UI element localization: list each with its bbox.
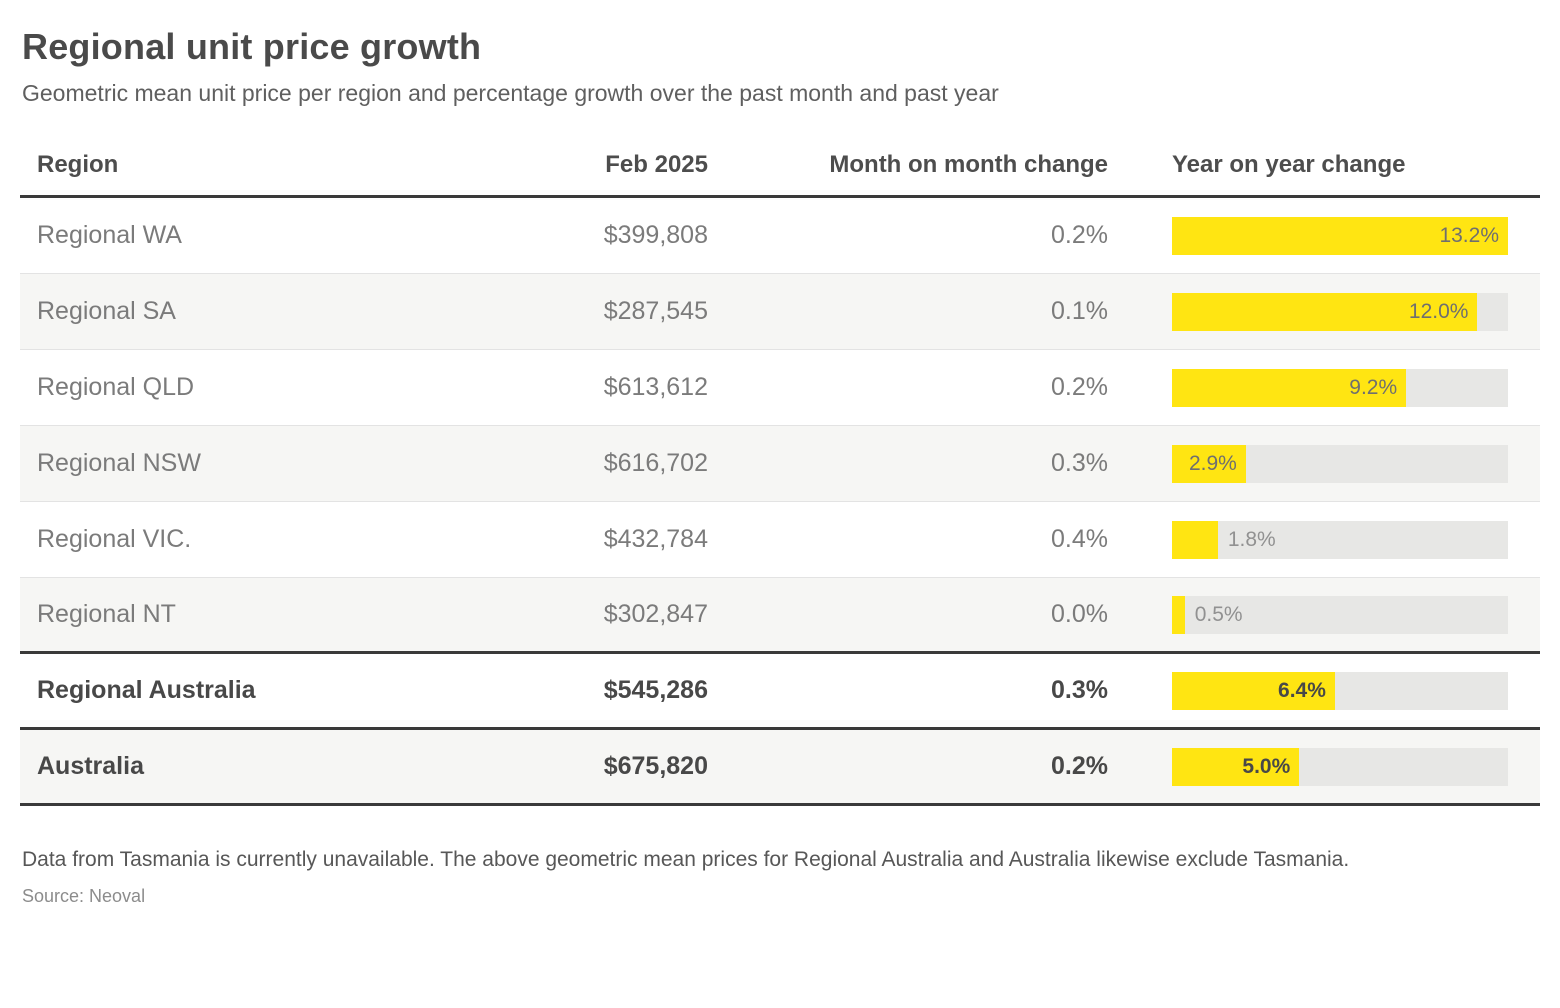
yoy-bar-cell: 1.8% (1108, 520, 1540, 559)
region-label: Regional Australia (37, 676, 256, 704)
mom-value: 0.3% (1051, 449, 1108, 477)
region-label: Regional NSW (37, 449, 201, 477)
yoy-bar-label: 12.0% (1408, 299, 1469, 323)
region-label: Regional WA (37, 221, 182, 249)
price-value: $287,545 (603, 297, 708, 325)
table-row: Australia $675,820 0.2% 5.0% (20, 730, 1540, 806)
table-row: Regional NT $302,847 0.0% 0.5% (20, 578, 1540, 654)
unit-price-table: Region Feb 2025 Month on month change Ye… (20, 151, 1540, 806)
page: Regional unit price growth Geometric mea… (20, 26, 1540, 907)
price-value: $616,702 (603, 449, 708, 477)
column-header-year-on-year: Year on year change (1172, 151, 1406, 178)
yoy-bar-cell: 2.9% (1108, 444, 1540, 483)
region-label: Regional NT (37, 600, 176, 628)
mom-value: 0.2% (1051, 221, 1108, 249)
yoy-bar-fill: 9.2% (1172, 368, 1407, 407)
yoy-bar-cell: 13.2% (1108, 216, 1540, 255)
mom-value: 0.2% (1051, 373, 1108, 401)
yoy-bar-track: 6.4% (1172, 671, 1508, 710)
yoy-bar-cell: 5.0% (1108, 747, 1540, 786)
column-header-region: Region (37, 151, 119, 178)
yoy-bar-track: 12.0% (1172, 292, 1508, 331)
price-value: $432,784 (603, 525, 708, 553)
yoy-bar-fill: 12.0% (1172, 292, 1478, 331)
region-label: Regional QLD (37, 373, 195, 401)
yoy-bar-fill (1172, 520, 1218, 559)
yoy-bar-label: 13.2% (1439, 223, 1499, 247)
table-row: Regional WA $399,808 0.2% 13.2% (20, 198, 1540, 274)
price-value: $399,808 (603, 221, 708, 249)
table-row: Regional SA $287,545 0.1% 12.0% (20, 274, 1540, 350)
yoy-bar-track: 13.2% (1172, 216, 1508, 255)
mom-value: 0.3% (1051, 676, 1108, 704)
yoy-bar-track: 9.2% (1172, 368, 1508, 407)
table-header-row: Region Feb 2025 Month on month change Ye… (20, 151, 1540, 198)
page-subtitle: Geometric mean unit price per region and… (22, 80, 999, 106)
yoy-bar-label: 2.9% (1188, 451, 1237, 475)
table-row: Regional NSW $616,702 0.3% 2.9% (20, 426, 1540, 502)
region-label: Regional SA (37, 297, 176, 325)
yoy-bar-label: 9.2% (1349, 375, 1398, 399)
price-value: $613,612 (603, 373, 708, 401)
yoy-bar-track: 5.0% (1172, 747, 1508, 786)
yoy-bar-fill: 2.9% (1172, 444, 1246, 483)
yoy-bar-track: 2.9% (1172, 444, 1508, 483)
column-header-feb-2025: Feb 2025 (605, 151, 708, 178)
source-attribution: Source: Neoval (22, 886, 146, 906)
yoy-bar-cell: 0.5% (1108, 595, 1540, 634)
yoy-bar-fill (1172, 595, 1185, 634)
table-row: Regional VIC. $432,784 0.4% 1.8% (20, 502, 1540, 578)
footnote: Data from Tasmania is currently unavaila… (22, 848, 1350, 871)
price-value: $302,847 (603, 600, 708, 628)
yoy-bar-fill: 13.2% (1172, 216, 1508, 255)
mom-value: 0.1% (1051, 297, 1108, 325)
yoy-bar-label: 6.4% (1278, 678, 1326, 702)
yoy-bar-cell: 9.2% (1108, 368, 1540, 407)
price-value: $675,820 (603, 752, 708, 780)
table-body: Regional WA $399,808 0.2% 13.2% Regional… (20, 198, 1540, 806)
region-label: Australia (37, 752, 144, 780)
yoy-bar-cell: 12.0% (1108, 292, 1540, 331)
yoy-bar-track: 1.8% (1172, 520, 1508, 559)
yoy-bar-label: 0.5% (1194, 602, 1243, 626)
mom-value: 0.2% (1051, 752, 1108, 780)
yoy-bar-label: 5.0% (1242, 754, 1291, 778)
price-value: $545,286 (603, 676, 708, 704)
mom-value: 0.0% (1051, 600, 1108, 628)
column-header-month-on-month: Month on month change (829, 151, 1108, 178)
region-label: Regional VIC. (37, 525, 192, 553)
table-row: Regional Australia $545,286 0.3% 6.4% (20, 654, 1540, 730)
yoy-bar-fill: 5.0% (1172, 747, 1300, 786)
page-title: Regional unit price growth (22, 26, 482, 67)
table-row: Regional QLD $613,612 0.2% 9.2% (20, 350, 1540, 426)
yoy-bar-track: 0.5% (1172, 595, 1508, 634)
yoy-bar-cell: 6.4% (1108, 671, 1540, 710)
yoy-bar-fill: 6.4% (1172, 671, 1335, 710)
mom-value: 0.4% (1051, 525, 1108, 553)
yoy-bar-label: 1.8% (1227, 527, 1276, 551)
